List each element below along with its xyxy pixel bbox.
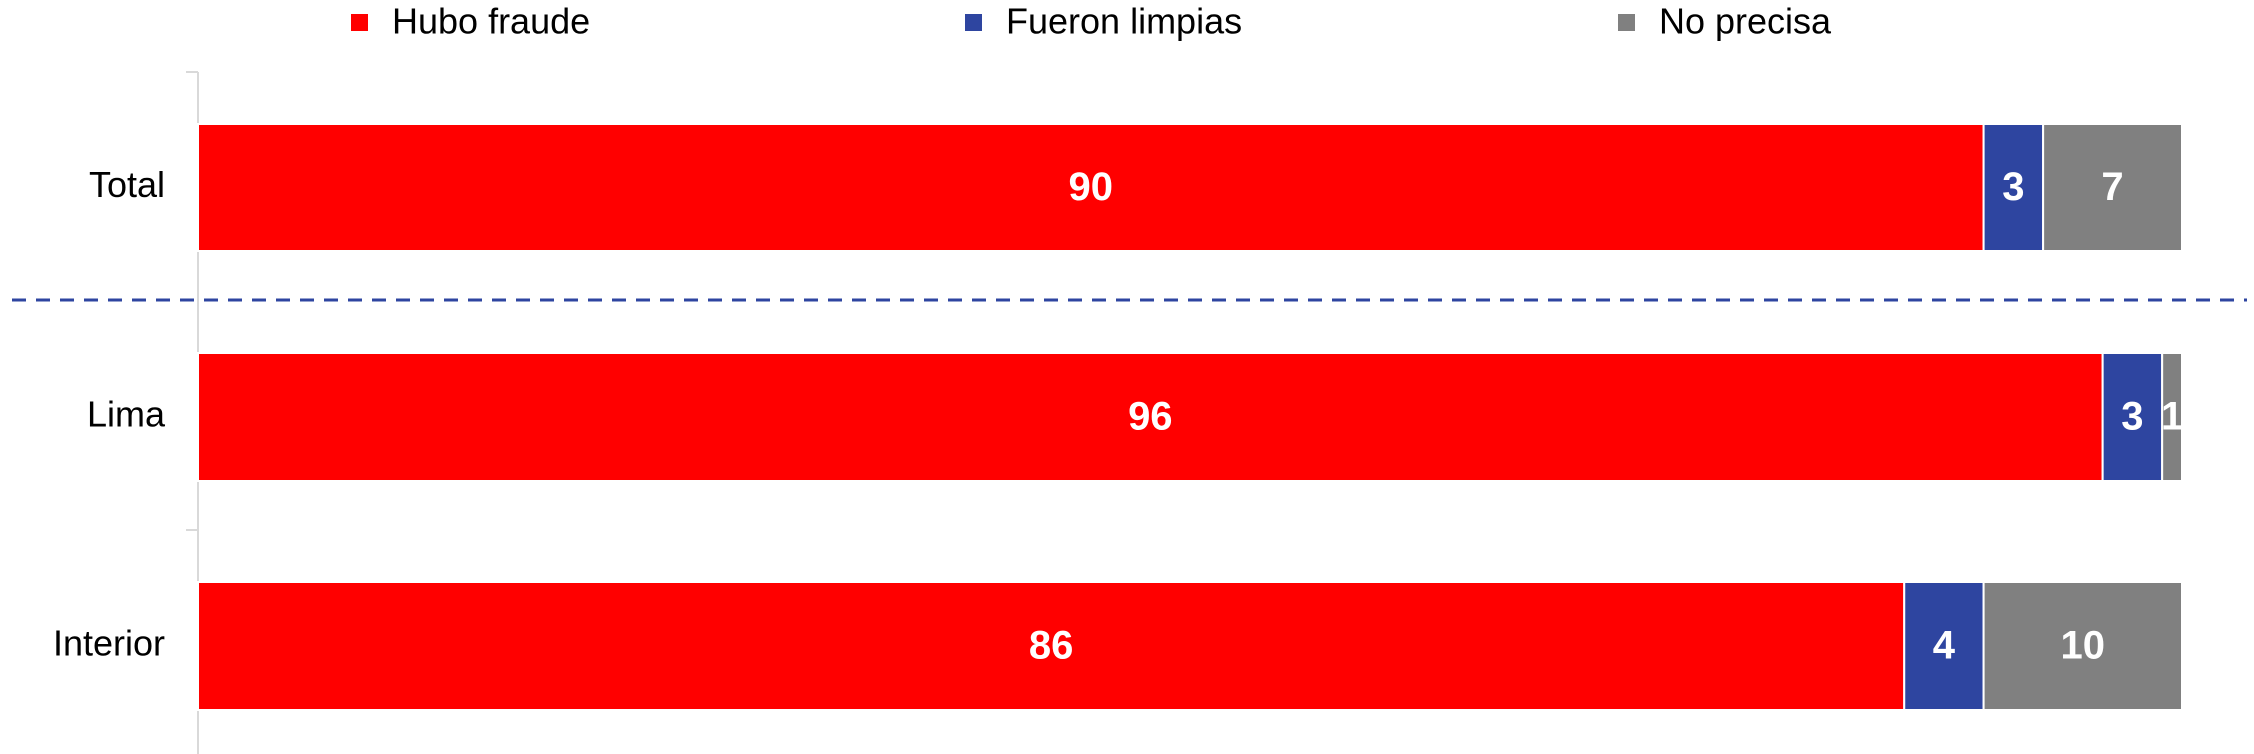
value-label: 10 — [2061, 624, 2106, 668]
bar-segment — [1903, 581, 1985, 711]
category-label: Total — [89, 164, 165, 205]
bar-segment — [197, 123, 1985, 252]
value-label: 86 — [1029, 624, 1074, 668]
bar-segment — [1982, 123, 2045, 252]
value-label: 1 — [2161, 395, 2183, 439]
legend-marker — [351, 14, 368, 31]
legend-label: Fueron limpias — [1006, 1, 1242, 42]
value-label: 3 — [2121, 395, 2143, 439]
value-label: 3 — [2002, 165, 2024, 209]
bar-segment — [197, 352, 2104, 482]
value-label: 7 — [2101, 165, 2123, 209]
legend-label: Hubo fraude — [392, 1, 590, 42]
category-label: Lima — [87, 394, 166, 435]
bar-segment — [2161, 352, 2183, 482]
category-label: Interior — [53, 623, 165, 664]
value-label: 90 — [1069, 165, 1114, 209]
value-label: 96 — [1128, 395, 1173, 439]
bar-segment — [1982, 581, 2183, 711]
legend-label: No precisa — [1659, 1, 1832, 42]
bar-segment — [2042, 123, 2183, 252]
bar-segment — [197, 581, 1906, 711]
legend-marker — [1618, 14, 1635, 31]
value-label: 4 — [1933, 624, 1956, 668]
legend-marker — [965, 14, 982, 31]
